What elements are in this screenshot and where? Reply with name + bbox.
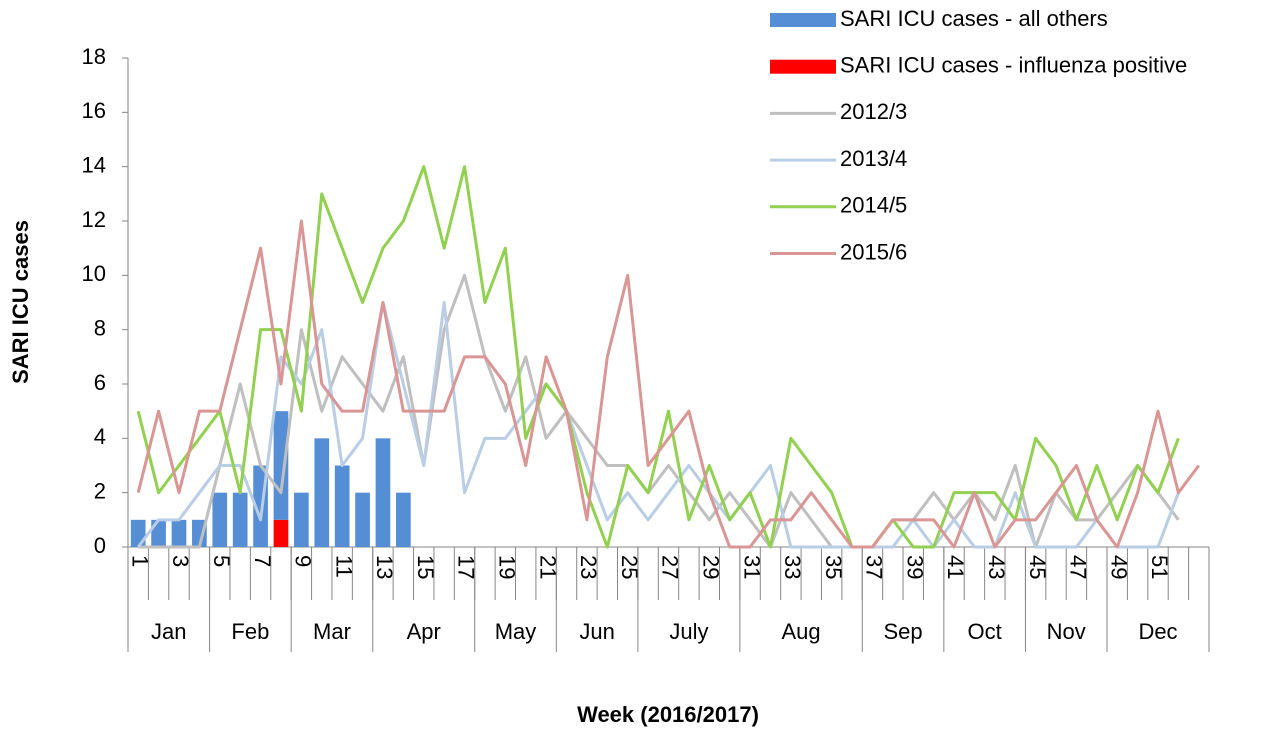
x-tick-label: 3 xyxy=(168,555,193,567)
month-label: Dec xyxy=(1138,619,1177,644)
bar xyxy=(314,438,330,547)
line-series xyxy=(138,273,1180,549)
bar xyxy=(212,492,228,547)
month-label: Feb xyxy=(231,619,269,644)
x-tick-label: 13 xyxy=(372,555,397,579)
line-series xyxy=(136,301,1180,549)
month-label: May xyxy=(495,619,537,644)
x-tick-label: 29 xyxy=(698,555,723,579)
month-label: Nov xyxy=(1047,619,1086,644)
bar xyxy=(273,411,289,520)
month-label: Aug xyxy=(781,619,820,644)
x-tick-label: 11 xyxy=(331,555,356,578)
x-tick-label: 7 xyxy=(250,555,275,567)
x-tick-label: 41 xyxy=(943,555,968,579)
legend-label: SARI ICU cases - influenza positive xyxy=(840,53,1187,78)
bar xyxy=(151,519,166,547)
legend-label: 2014/5 xyxy=(840,193,907,218)
x-tick-label: 51 xyxy=(1147,555,1172,579)
legend-swatch xyxy=(770,59,836,74)
x-tick-label: 27 xyxy=(658,555,683,579)
month-label: July xyxy=(669,619,708,644)
bar xyxy=(130,519,146,547)
legend: SARI ICU cases - all others SARI ICU case… xyxy=(770,6,1187,264)
x-tick-label: 31 xyxy=(739,555,764,579)
month-label: Mar xyxy=(313,619,351,644)
x-tick-label: 49 xyxy=(1106,555,1131,579)
y-tick-label: 12 xyxy=(82,207,106,232)
x-tick-label: 33 xyxy=(780,555,805,579)
legend-label: 2015/6 xyxy=(840,239,907,264)
x-tick-label: 37 xyxy=(862,555,887,579)
x-tick-label: 15 xyxy=(413,555,438,579)
bar xyxy=(375,438,391,547)
y-tick-label: 2 xyxy=(94,478,106,503)
y-tick-label: 16 xyxy=(82,98,106,123)
x-tick-label: 19 xyxy=(495,555,520,579)
y-axis-title: SARI ICU cases xyxy=(8,220,33,384)
month-label: Jan xyxy=(151,619,186,644)
line-series xyxy=(136,165,1180,549)
legend-label: 2012/3 xyxy=(840,99,907,124)
bar xyxy=(334,465,350,547)
x-tick-label: 23 xyxy=(576,555,601,579)
x-tick-label: 45 xyxy=(1025,555,1050,579)
y-tick-label: 8 xyxy=(94,315,106,340)
bar xyxy=(171,519,187,547)
month-label: Apr xyxy=(407,619,441,644)
x-tick-label: 35 xyxy=(821,555,846,579)
bar xyxy=(294,492,309,547)
y-tick-label: 10 xyxy=(82,261,106,286)
month-label: Jun xyxy=(579,619,614,644)
bar xyxy=(355,492,370,547)
bar xyxy=(232,492,248,547)
y-tick-label: 18 xyxy=(82,44,106,69)
y-tick-label: 14 xyxy=(82,152,106,177)
x-axis-title: Week (2016/2017) xyxy=(577,702,759,727)
bar xyxy=(396,492,411,547)
x-tick-label: 5 xyxy=(209,555,234,567)
line-series xyxy=(136,219,1200,549)
x-tick-label: 47 xyxy=(1066,555,1091,579)
y-tick-label: 4 xyxy=(94,424,106,449)
x-tick-label: 1 xyxy=(127,555,152,567)
x-tick-label: 9 xyxy=(291,555,316,567)
y-tick-label: 0 xyxy=(94,533,106,558)
month-label: Sep xyxy=(883,619,922,644)
legend-label: 2013/4 xyxy=(840,146,907,171)
legend-label: SARI ICU cases - all others xyxy=(840,6,1108,31)
x-tick-label: 39 xyxy=(902,555,927,579)
legend-swatch xyxy=(770,13,836,27)
bar xyxy=(273,519,289,547)
month-label: Oct xyxy=(968,619,1002,644)
x-tick-label: 43 xyxy=(984,555,1009,579)
y-tick-label: 6 xyxy=(94,370,106,395)
